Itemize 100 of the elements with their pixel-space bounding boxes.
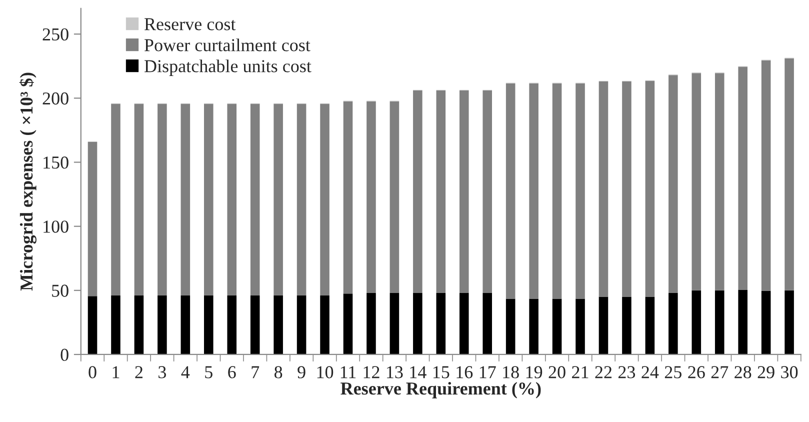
bar [180, 104, 190, 296]
bar [274, 296, 283, 354]
x-tick-label: 4 [181, 366, 190, 378]
x-tick-label: 30 [781, 366, 798, 378]
y-tick-label: 0 [60, 348, 68, 361]
x-tick-label: 10 [317, 366, 334, 378]
bar [622, 296, 632, 354]
y-tick-label: 200 [42, 92, 68, 105]
bar [88, 142, 98, 296]
bar [158, 104, 167, 296]
bar [436, 90, 446, 293]
bar [111, 104, 120, 296]
bar [320, 296, 330, 354]
bar [366, 292, 376, 354]
x-tick-label: 6 [228, 366, 236, 378]
x-tick-label: 14 [410, 366, 426, 378]
bar [622, 81, 632, 297]
bar [784, 290, 794, 354]
legend-label: Dispatchable units cost [144, 60, 312, 76]
bar [598, 296, 608, 354]
bar [714, 73, 724, 290]
bar [482, 292, 492, 354]
bar [343, 101, 353, 294]
x-tick-label: 0 [88, 366, 96, 378]
bar [692, 73, 702, 290]
x-tick-label: 13 [387, 366, 403, 378]
bar [366, 101, 376, 293]
x-tick-label: 25 [664, 366, 682, 378]
bar [645, 296, 655, 354]
x-axis-title: Reserve Requirement (%) [340, 382, 541, 398]
bar [134, 104, 144, 296]
legend-label: Power curtailment cost [144, 38, 310, 52]
x-tick-label: 15 [433, 366, 450, 378]
bar [413, 90, 422, 293]
x-tick-label: 9 [298, 366, 306, 378]
y-tick-label: 50 [52, 284, 68, 297]
bar [738, 66, 748, 290]
bar [343, 294, 353, 354]
bar [529, 83, 538, 299]
bar [320, 104, 330, 296]
x-tick-label: 29 [758, 366, 774, 378]
bar [529, 298, 538, 354]
bar [714, 290, 724, 354]
bar [274, 104, 283, 296]
bar [668, 292, 678, 354]
bar [598, 81, 608, 297]
x-tick-label: 20 [548, 366, 566, 378]
bar [250, 296, 260, 354]
bar [111, 296, 120, 354]
x-tick-label: 3 [158, 366, 166, 378]
x-tick-label: 12 [364, 366, 380, 378]
x-tick-label: 26 [688, 366, 705, 378]
x-tick-label: 28 [734, 366, 752, 378]
bar [436, 292, 446, 354]
bar [459, 90, 469, 293]
bar [761, 60, 771, 292]
bar [296, 296, 306, 354]
x-tick-label: 5 [205, 366, 212, 378]
bar [296, 104, 306, 296]
x-tick-label: 16 [456, 366, 473, 378]
bar [459, 292, 469, 354]
x-tick-label: 7 [252, 366, 260, 378]
x-tick-label: 2 [135, 366, 142, 378]
y-tick-label: 150 [44, 156, 68, 169]
bar [88, 296, 98, 354]
bar [482, 90, 492, 293]
bar [576, 83, 585, 299]
bar [227, 296, 237, 354]
bar [761, 291, 771, 354]
x-tick-label: 21 [572, 366, 588, 378]
bar [204, 296, 214, 354]
bar [180, 296, 190, 354]
x-tick-label: 19 [526, 366, 542, 378]
legend-label: Reserve cost [144, 18, 236, 30]
x-tick-label: 23 [618, 366, 636, 378]
bar [204, 104, 214, 296]
bar [390, 101, 400, 293]
bar [134, 296, 144, 354]
bar [552, 83, 562, 299]
bar [390, 292, 400, 354]
bar [784, 58, 794, 290]
bar [158, 296, 167, 354]
x-tick-label: 18 [503, 366, 519, 378]
x-tick-label: 22 [595, 366, 612, 378]
bar [506, 298, 516, 354]
bar [506, 83, 516, 299]
x-tick-label: 11 [340, 366, 356, 378]
y-tick-label: 250 [42, 28, 68, 41]
bar [692, 290, 702, 354]
x-tick-label: 17 [480, 366, 496, 378]
y-tick-label: 100 [44, 220, 68, 233]
x-tick-label: 1 [112, 366, 120, 378]
bar [552, 298, 562, 354]
bar [668, 75, 678, 293]
bar [413, 292, 422, 354]
bar [645, 80, 655, 297]
x-tick-label: 8 [274, 366, 282, 378]
bar [738, 290, 748, 354]
bar [250, 104, 260, 296]
x-tick-label: 27 [711, 366, 728, 378]
